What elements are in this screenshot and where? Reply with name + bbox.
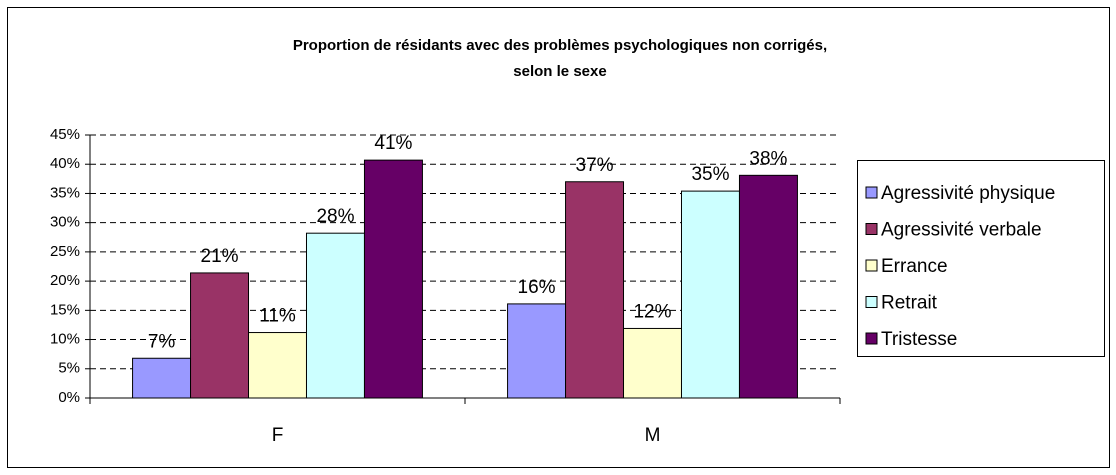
y-tick-label: 0% xyxy=(58,389,80,406)
bar xyxy=(680,190,740,399)
bar xyxy=(565,181,625,399)
y-tick-label: 25% xyxy=(50,243,80,260)
bar xyxy=(623,327,682,399)
bar xyxy=(507,303,567,399)
y-tick-label: 10% xyxy=(50,331,80,348)
legend-label: Errance xyxy=(881,256,948,277)
y-tick-label: 20% xyxy=(50,272,80,289)
value-label: 38% xyxy=(749,148,787,169)
chart-title: Proportion de résidants avec des problèm… xyxy=(293,37,827,54)
y-tick-label: 35% xyxy=(50,184,80,201)
bar xyxy=(132,357,192,399)
value-label: 16% xyxy=(518,277,556,298)
bar xyxy=(305,232,365,399)
legend-swatch xyxy=(865,259,878,272)
value-label: 12% xyxy=(633,301,671,322)
y-tick-label: 30% xyxy=(50,214,80,231)
bar xyxy=(738,174,798,399)
value-label: 11% xyxy=(259,306,296,327)
legend-label: Retrait xyxy=(881,293,938,314)
y-tick-label: 40% xyxy=(50,155,80,172)
chart-title: selon le sexe xyxy=(513,63,606,80)
bar xyxy=(363,159,423,399)
bar xyxy=(248,332,307,399)
y-tick-label: 45% xyxy=(50,126,80,143)
value-label: 37% xyxy=(576,155,614,176)
value-label: 21% xyxy=(201,246,239,267)
bar xyxy=(190,272,250,399)
value-label: 41% xyxy=(374,133,412,154)
legend-label: Agressivité verbale xyxy=(881,220,1042,241)
value-label: 7% xyxy=(148,331,176,352)
x-tick-label: F xyxy=(272,425,284,446)
x-tick-label: M xyxy=(645,425,661,446)
legend-label: Agressivité physique xyxy=(881,183,1055,204)
y-tick-label: 5% xyxy=(58,360,80,377)
legend-label: Tristesse xyxy=(881,329,957,350)
y-tick-label: 15% xyxy=(50,301,80,318)
value-label: 35% xyxy=(691,164,729,185)
legend-swatch xyxy=(865,332,878,345)
legend-swatch xyxy=(865,186,878,199)
value-label: 28% xyxy=(316,206,354,227)
legend-swatch xyxy=(865,296,878,308)
legend xyxy=(857,160,1105,357)
legend-swatch xyxy=(865,223,878,235)
